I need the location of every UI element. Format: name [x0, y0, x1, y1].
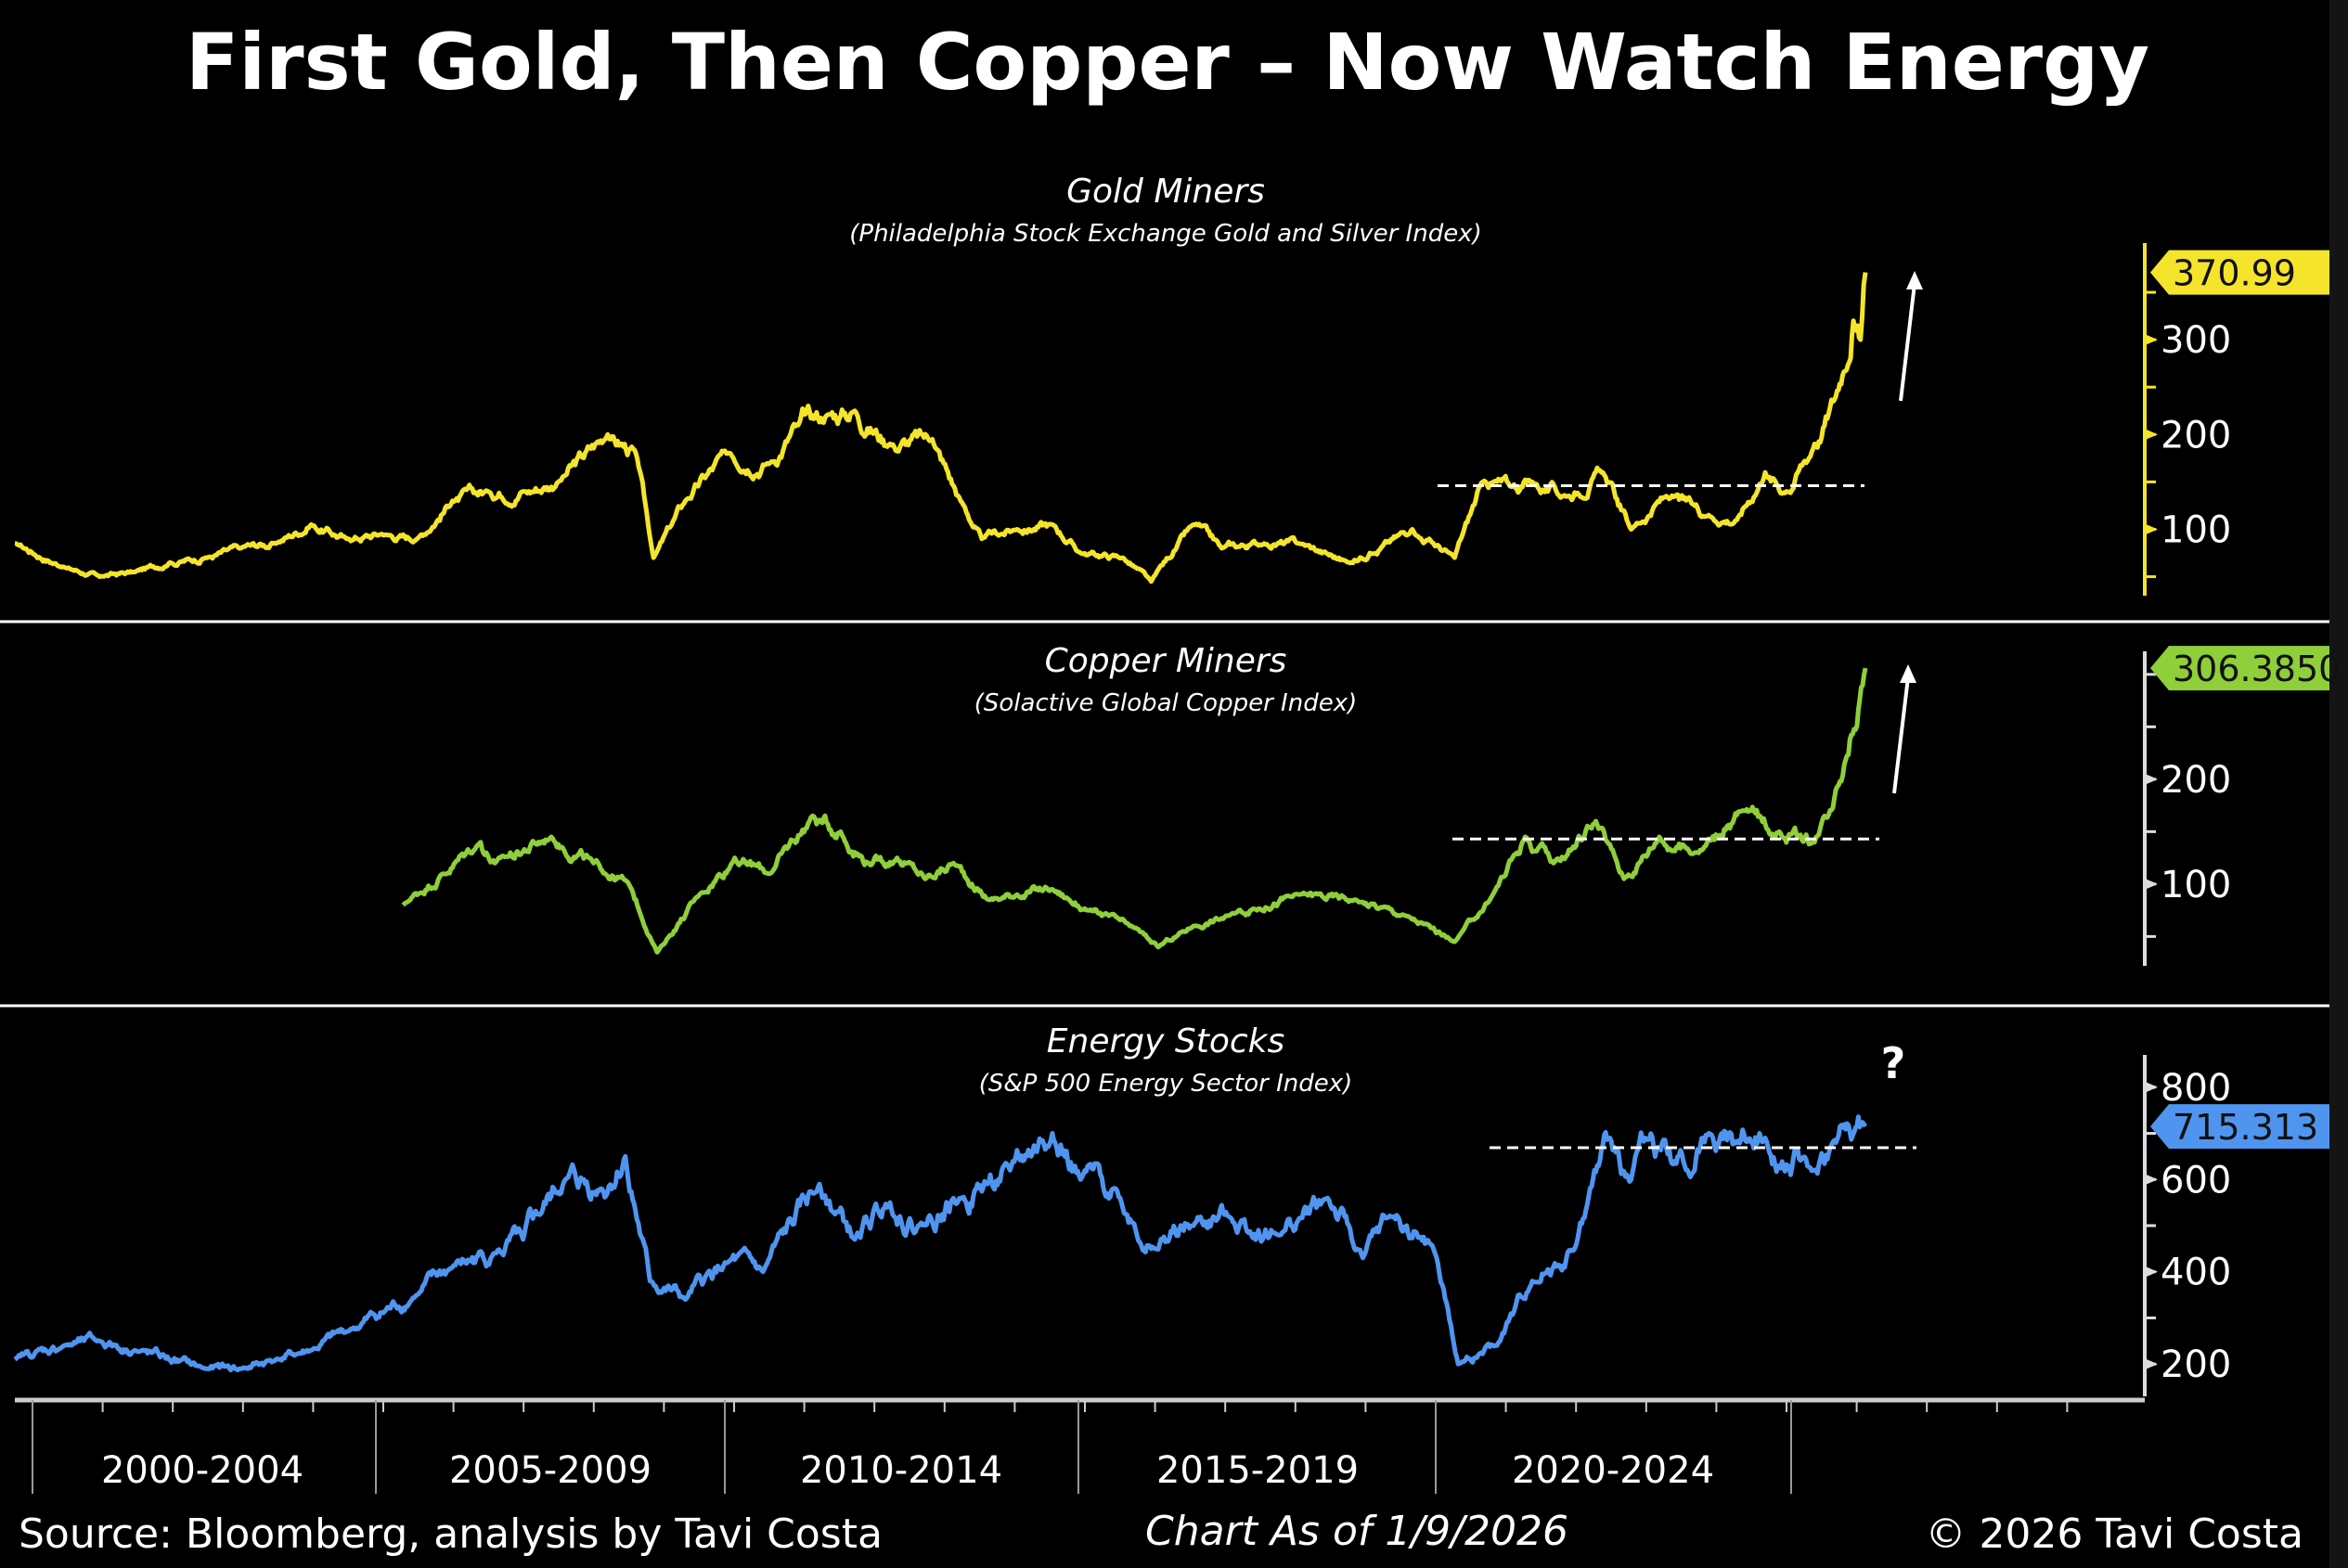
y-tick [2145, 1358, 2158, 1370]
panel-title-copper: Copper Miners [1045, 642, 1287, 680]
panel-copper-miners: 100 200 306.3850 [401, 646, 2341, 966]
y-tick [2145, 1081, 2158, 1093]
x-axis: 2000-2004 2005-2009 2010-2014 2015-2019 2020… [15, 1397, 2145, 1494]
question-mark-annotation: ? [1881, 1038, 1906, 1088]
panel-title-energy: Energy Stocks [1047, 1022, 1285, 1060]
y-tick [2145, 429, 2158, 441]
y-tick-label: 400 [2161, 1252, 2231, 1294]
x-period-label: 2020-2024 [1512, 1449, 1714, 1492]
panel-subtitle-gold: (Philadelphia Stock Exchange Gold and Si… [849, 220, 1481, 248]
y-tick-label: 200 [2161, 414, 2231, 456]
x-period-label: 2010-2014 [800, 1449, 1002, 1492]
series-line [14, 272, 1868, 585]
arrow-head-icon [1900, 664, 1916, 683]
last-value-label: 306.3850 [2173, 649, 2341, 689]
x-period-label: 2000-2004 [101, 1449, 303, 1492]
last-value-badge [2150, 1104, 2329, 1150]
y-tick [2145, 878, 2158, 890]
last-value-badge [2150, 646, 2329, 691]
series-line [401, 667, 1868, 955]
y-tick-label: 100 [2161, 508, 2231, 551]
panel-gold-miners: 100 200 300 370.99 [14, 243, 2329, 596]
y-tick [2145, 334, 2158, 346]
x-period-label: 2005-2009 [449, 1449, 652, 1492]
last-value-badge [2150, 250, 2329, 295]
y-tick-label: 100 [2161, 864, 2231, 906]
series-line [13, 1114, 1868, 1373]
source-text: Source: Bloomberg, analysis by Tavi Cost… [19, 1510, 883, 1558]
copyright-text: © 2026 Tavi Costa [1925, 1510, 2303, 1558]
right-border [2329, 0, 2348, 1568]
y-tick-label: 600 [2161, 1159, 2231, 1202]
y-tick [2145, 773, 2158, 785]
chart-title: First Gold, Then Copper – Now Watch Ener… [186, 17, 2149, 108]
x-period-label: 2015-2019 [1156, 1449, 1359, 1492]
arrow-head-icon [1906, 271, 1923, 289]
y-tick-label: 200 [2161, 759, 2231, 802]
up-arrow-icon [1899, 283, 1916, 402]
y-tick-label: 300 [2161, 319, 2231, 362]
up-arrow-icon [1892, 676, 1910, 794]
panel-subtitle-copper: (Solactive Global Copper Index) [974, 689, 1357, 717]
panel-title-gold: Gold Miners [1066, 173, 1265, 211]
y-tick-label: 800 [2161, 1067, 2231, 1110]
last-value-label: 370.99 [2173, 253, 2296, 294]
panel-subtitle-energy: (S&P 500 Energy Sector Index) [979, 1070, 1353, 1098]
last-value-label: 715.313 [2173, 1107, 2318, 1148]
y-tick [2145, 523, 2158, 535]
as-of-text: Chart As of 1/9/2026 [1145, 1508, 1568, 1555]
y-tick-label: 200 [2161, 1343, 2231, 1386]
y-tick [2145, 1266, 2158, 1278]
y-tick [2145, 1174, 2158, 1186]
